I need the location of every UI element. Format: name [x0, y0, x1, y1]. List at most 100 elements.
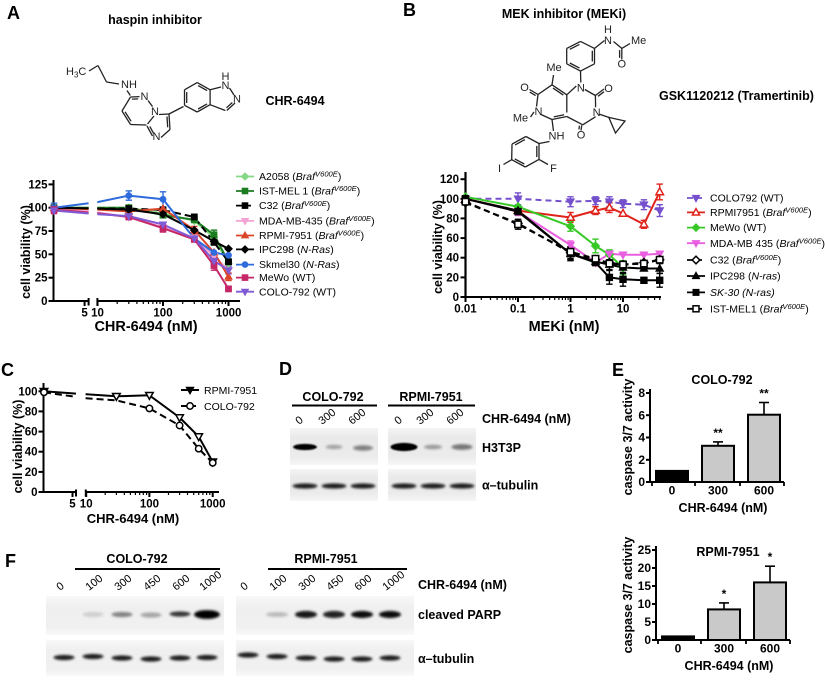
svg-text:MDA-MB 435 (BrafV600E): MDA-MB 435 (BrafV600E) — [710, 236, 825, 249]
svg-text:0: 0 — [675, 642, 682, 656]
svg-text:caspase 3/7 activity: caspase 3/7 activity — [621, 537, 635, 654]
svg-text:**: ** — [713, 426, 723, 440]
svg-text:600: 600 — [352, 573, 374, 594]
svg-text:E: E — [612, 360, 624, 380]
svg-text:C32 (BrafV600E): C32 (BrafV600E) — [710, 253, 781, 266]
svg-text:300: 300 — [316, 407, 338, 428]
svg-text:A: A — [7, 3, 20, 23]
svg-text:1: 1 — [567, 304, 574, 316]
svg-text:0: 0 — [293, 414, 305, 427]
svg-text:C32 (BrafV600E): C32 (BrafV600E) — [259, 199, 330, 212]
svg-text:60: 60 — [446, 233, 459, 245]
svg-text:Me: Me — [513, 113, 528, 125]
svg-text:0: 0 — [453, 292, 459, 304]
svg-text:450: 450 — [141, 573, 163, 594]
svg-text:N: N — [153, 131, 161, 143]
svg-text:caspase 3/7 activity: caspase 3/7 activity — [621, 379, 635, 496]
svg-text:B: B — [403, 0, 416, 20]
svg-text:H: H — [604, 24, 612, 36]
svg-text:100: 100 — [153, 308, 172, 320]
svg-text:IST-MEL1 (BrafV600E): IST-MEL1 (BrafV600E) — [710, 302, 809, 315]
svg-text:600: 600 — [444, 407, 466, 428]
svg-text:600: 600 — [760, 642, 780, 656]
svg-text:0: 0 — [31, 487, 37, 499]
svg-text:0: 0 — [644, 633, 651, 647]
svg-text:50: 50 — [35, 249, 48, 261]
svg-text:5: 5 — [644, 615, 651, 629]
svg-text:O: O — [577, 130, 586, 142]
svg-text:600: 600 — [346, 407, 368, 428]
svg-text:**: ** — [759, 386, 769, 400]
svg-text:IPC298 (N-Ras): IPC298 (N-Ras) — [259, 244, 334, 256]
svg-text:0.1: 0.1 — [510, 304, 527, 316]
svg-text:10: 10 — [91, 308, 104, 320]
svg-text:C: C — [1, 360, 14, 380]
svg-text:2: 2 — [638, 453, 645, 467]
svg-text:α–tubulin: α–tubulin — [482, 479, 538, 493]
svg-text:COLO-792: COLO-792 — [204, 401, 255, 413]
svg-text:100: 100 — [28, 203, 47, 215]
svg-text:cell viability (%): cell viability (%) — [431, 200, 445, 294]
svg-text:10: 10 — [638, 597, 652, 611]
svg-text:25: 25 — [35, 273, 48, 285]
svg-text:NH: NH — [549, 131, 565, 143]
svg-text:RPMI-7951: RPMI-7951 — [294, 552, 357, 566]
svg-text:0.01: 0.01 — [454, 304, 477, 316]
svg-text:COLO-792: COLO-792 — [302, 390, 363, 404]
svg-text:300: 300 — [296, 573, 318, 594]
svg-text:N: N — [577, 83, 585, 95]
svg-text:O: O — [520, 82, 529, 94]
svg-text:RPMI-7951: RPMI-7951 — [696, 545, 759, 559]
svg-text:4: 4 — [638, 431, 645, 445]
svg-text:1000: 1000 — [200, 499, 226, 511]
svg-text:N: N — [593, 107, 601, 119]
svg-text:O: O — [618, 59, 627, 71]
svg-text:RPMI-7951: RPMI-7951 — [204, 385, 257, 397]
svg-text:CHR-6494 (nM): CHR-6494 (nM) — [87, 511, 179, 526]
svg-text:N: N — [141, 91, 149, 103]
svg-text:H: H — [222, 71, 230, 83]
svg-text:80: 80 — [446, 213, 459, 225]
svg-text:RPMI7951 (BrafV600E): RPMI7951 (BrafV600E) — [710, 206, 812, 219]
svg-text:SK-30 (N-ras): SK-30 (N-ras) — [710, 287, 775, 299]
svg-text:Skmel30 (N-Ras): Skmel30 (N-Ras) — [259, 259, 340, 271]
svg-text:CHR-6494 (nM): CHR-6494 (nM) — [482, 412, 571, 426]
svg-text:1000: 1000 — [216, 308, 242, 320]
svg-text:N: N — [151, 106, 159, 118]
svg-text:cell viability (%): cell viability (%) — [19, 205, 33, 299]
svg-text:40: 40 — [446, 253, 459, 265]
svg-text:100: 100 — [440, 194, 459, 206]
svg-text:300: 300 — [112, 573, 134, 594]
svg-text:125: 125 — [28, 179, 48, 191]
svg-text:MDA-MB-435 (BrafV600E): MDA-MB-435 (BrafV600E) — [259, 214, 375, 227]
svg-text:D: D — [279, 359, 292, 379]
svg-text:20: 20 — [638, 561, 652, 575]
svg-text:CHR-6494: CHR-6494 — [265, 94, 324, 108]
svg-text:0: 0 — [638, 475, 645, 489]
svg-text:25: 25 — [638, 543, 652, 557]
svg-text:COLO-792: COLO-792 — [691, 373, 752, 387]
svg-text:COLO-792 (WT): COLO-792 (WT) — [259, 286, 336, 298]
svg-text:haspin inhibitor: haspin inhibitor — [108, 13, 202, 27]
svg-text:CHR-6494 (nM): CHR-6494 (nM) — [94, 319, 197, 335]
svg-text:1000: 1000 — [197, 569, 224, 594]
svg-text:GSK1120212 (Tramertinib): GSK1120212 (Tramertinib) — [659, 89, 814, 103]
svg-text:15: 15 — [638, 579, 652, 593]
svg-text:600: 600 — [754, 484, 774, 498]
svg-text:300: 300 — [414, 407, 436, 428]
svg-text:IST-MEL 1 (BrafV600E): IST-MEL 1 (BrafV600E) — [259, 184, 360, 197]
svg-text:NH: NH — [121, 79, 137, 91]
svg-text:20: 20 — [25, 467, 38, 479]
svg-text:100: 100 — [267, 573, 289, 594]
svg-text:α–tubulin: α–tubulin — [418, 652, 474, 666]
svg-text:I: I — [498, 163, 501, 175]
svg-text:IPC298 (N-ras): IPC298 (N-ras) — [710, 271, 781, 283]
svg-text:COLO792 (WT): COLO792 (WT) — [710, 193, 784, 205]
svg-text:0: 0 — [392, 414, 404, 427]
svg-text:H3C: H3C — [66, 66, 86, 80]
svg-text:5: 5 — [81, 308, 88, 320]
svg-text:5: 5 — [69, 499, 76, 511]
svg-text:RPMI-7951 (BrafV600E): RPMI-7951 (BrafV600E) — [259, 229, 364, 242]
svg-text:*: * — [768, 550, 773, 564]
svg-text:40: 40 — [25, 447, 38, 459]
